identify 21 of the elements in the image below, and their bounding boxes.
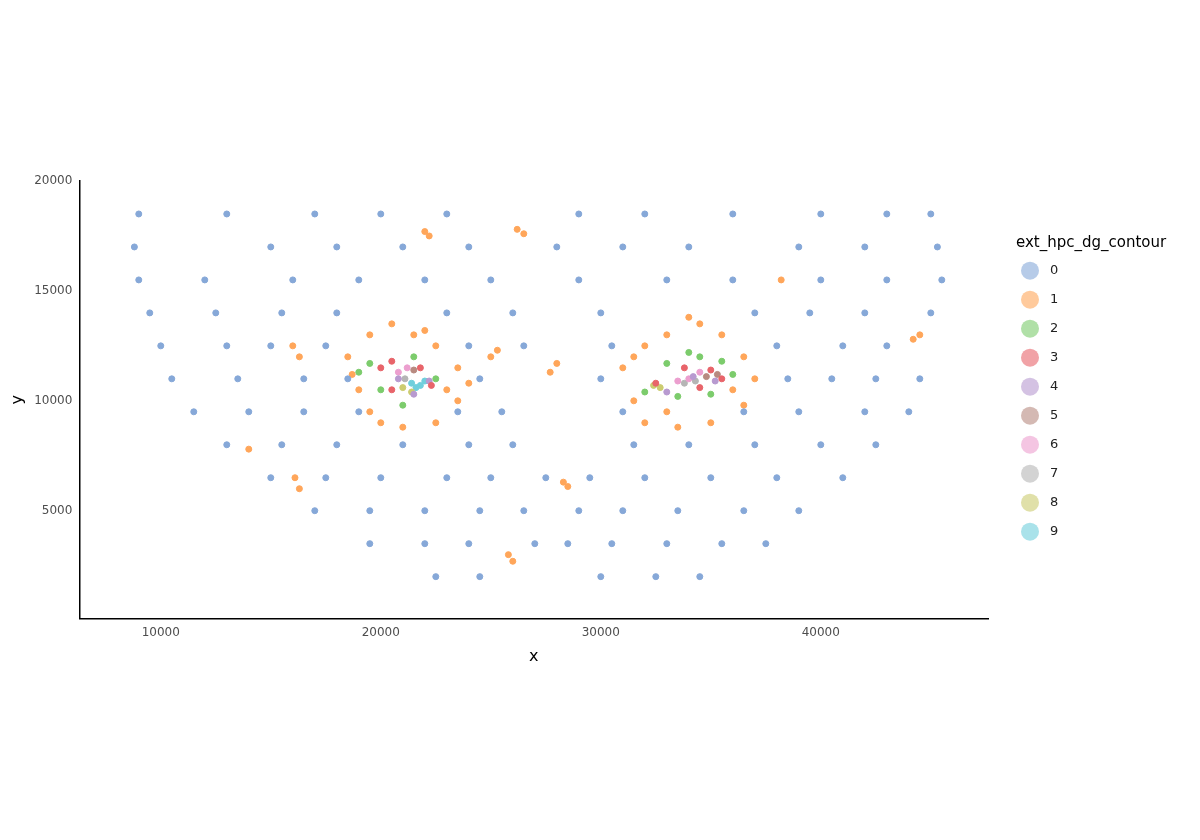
y-tick-label: 5000 xyxy=(41,502,73,517)
legend-title: ext_hpc_dg_contour xyxy=(1016,232,1168,252)
legend-label: 3 xyxy=(1050,349,1059,365)
x-tick-label: 40000 xyxy=(801,624,840,639)
legend-label: 7 xyxy=(1050,465,1059,481)
legend-label: 9 xyxy=(1050,523,1059,539)
y-tick-label: 10000 xyxy=(34,392,73,407)
legend-label: 4 xyxy=(1050,378,1059,394)
x-tick-label: 10000 xyxy=(141,624,180,639)
legend-label: 6 xyxy=(1050,436,1059,452)
legend-label: 0 xyxy=(1050,262,1059,278)
x-axis-title: x xyxy=(528,645,539,665)
y-tick-label: 20000 xyxy=(34,173,73,188)
legend-label: 1 xyxy=(1050,291,1059,307)
legend-label: 5 xyxy=(1050,407,1059,423)
x-tick-label: 20000 xyxy=(361,624,400,639)
x-tick-label: 30000 xyxy=(581,624,620,639)
y-tick-label: 15000 xyxy=(34,283,73,298)
legend-label: 2 xyxy=(1050,320,1059,336)
legend-label: 8 xyxy=(1050,494,1059,510)
y-axis-title: y xyxy=(6,394,26,405)
